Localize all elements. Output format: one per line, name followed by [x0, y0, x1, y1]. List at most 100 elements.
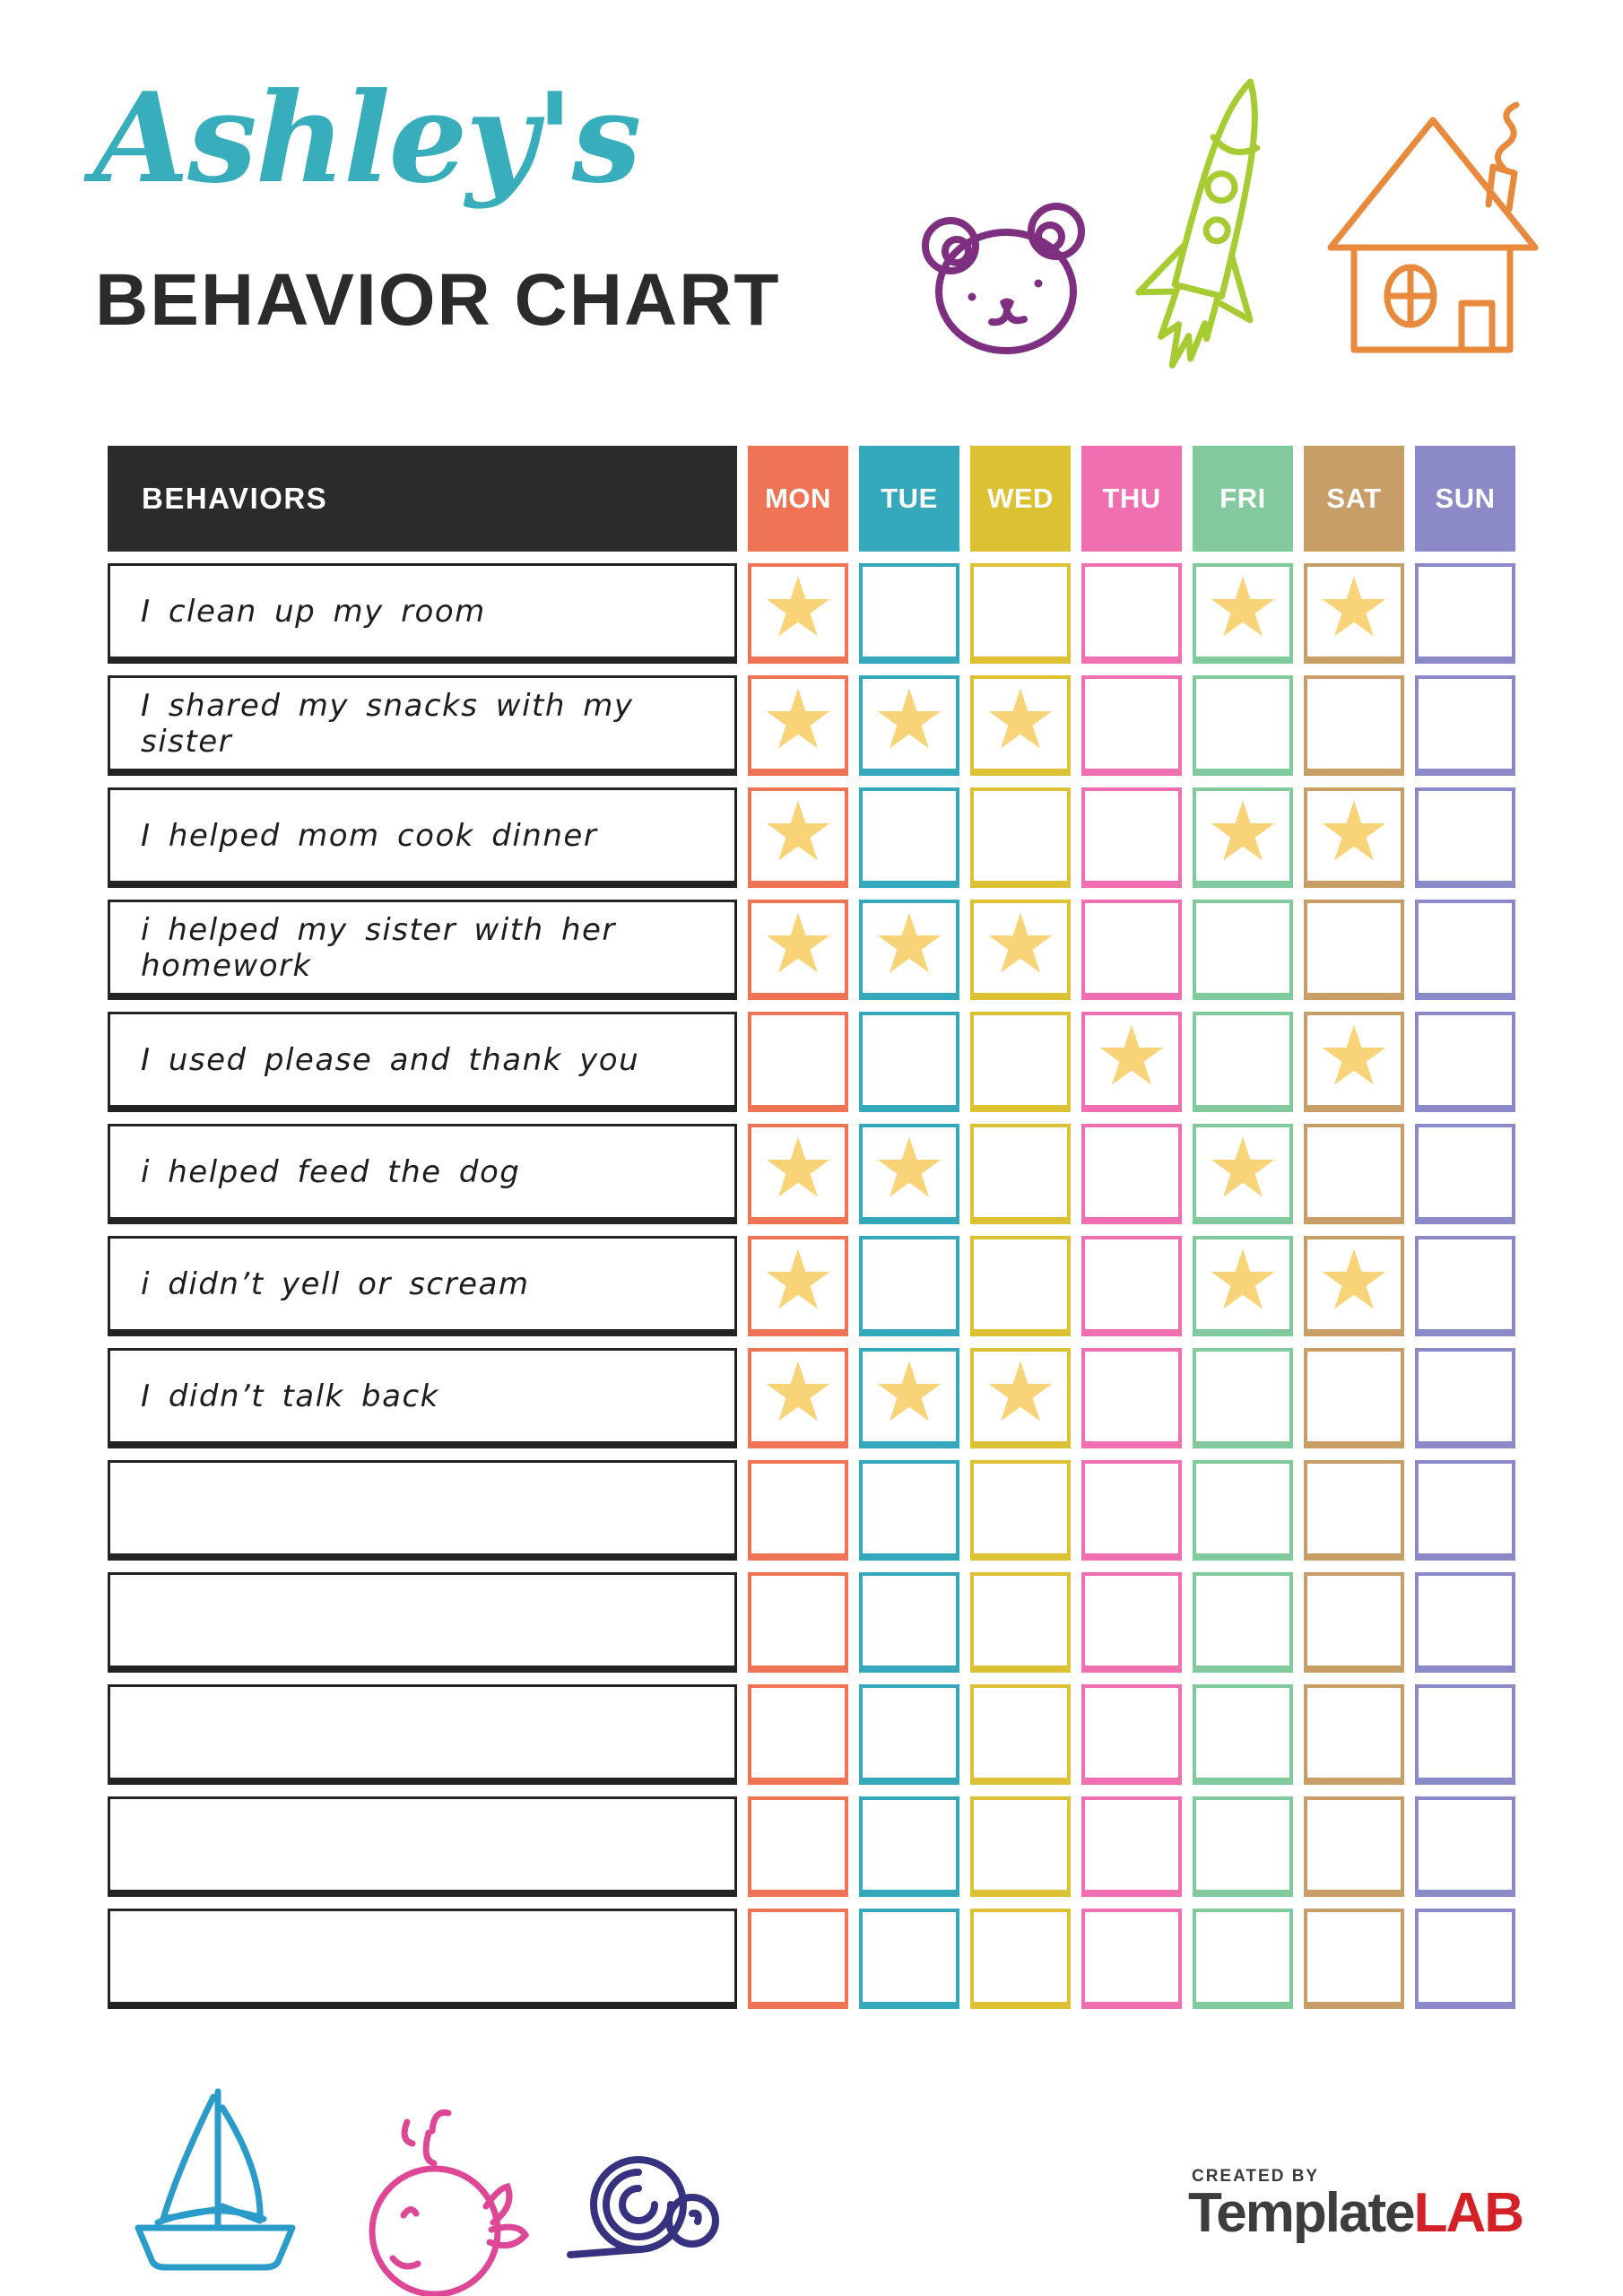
behavior-label: I used please and thank you [108, 1012, 737, 1112]
day-cell-sat[interactable] [1304, 675, 1404, 776]
day-cell-tue[interactable] [859, 1012, 959, 1112]
day-cell-tue[interactable] [859, 1909, 959, 2009]
day-cell-thu[interactable] [1081, 1572, 1182, 1673]
day-cell-thu[interactable] [1081, 1796, 1182, 1897]
day-cell-fri[interactable] [1193, 1348, 1293, 1448]
day-cell-mon[interactable]: ★ [748, 1124, 848, 1224]
day-cell-wed[interactable]: ★ [970, 675, 1071, 776]
day-cell-sun[interactable] [1415, 563, 1515, 664]
day-cell-thu[interactable] [1081, 1909, 1182, 2009]
day-cell-tue[interactable] [859, 1236, 959, 1336]
day-cell-sat[interactable]: ★ [1304, 563, 1404, 664]
day-cell-sat[interactable] [1304, 1460, 1404, 1561]
day-cell-sat[interactable] [1304, 1124, 1404, 1224]
day-cell-tue[interactable]: ★ [859, 1348, 959, 1448]
day-cell-sat[interactable] [1304, 1684, 1404, 1785]
day-cell-tue[interactable] [859, 787, 959, 888]
day-cell-mon[interactable] [748, 1460, 848, 1561]
day-cell-sat[interactable] [1304, 900, 1404, 1000]
day-cell-thu[interactable] [1081, 563, 1182, 664]
day-cell-fri[interactable]: ★ [1193, 787, 1293, 888]
behaviors-column-header: BEHAVIORS [108, 446, 737, 552]
day-cell-sun[interactable] [1415, 1460, 1515, 1561]
day-cell-wed[interactable] [970, 1012, 1071, 1112]
day-header-sun: SUN [1415, 446, 1515, 552]
day-cell-fri[interactable] [1193, 1460, 1293, 1561]
day-cell-thu[interactable]: ★ [1081, 1012, 1182, 1112]
day-cell-sun[interactable] [1415, 1909, 1515, 2009]
day-cell-fri[interactable] [1193, 1909, 1293, 2009]
day-cell-thu[interactable] [1081, 787, 1182, 888]
day-cell-fri[interactable]: ★ [1193, 1124, 1293, 1224]
day-cell-wed[interactable]: ★ [970, 1348, 1071, 1448]
day-cell-thu[interactable] [1081, 1236, 1182, 1336]
day-cell-tue[interactable] [859, 1572, 959, 1673]
day-cell-sun[interactable] [1415, 1684, 1515, 1785]
day-cell-mon[interactable]: ★ [748, 787, 848, 888]
star-icon: ★ [1316, 1232, 1392, 1328]
day-cell-fri[interactable] [1193, 1684, 1293, 1785]
behavior-row: I helped mom cook dinner ★ ★ ★ [108, 787, 1515, 888]
day-cell-fri[interactable] [1193, 900, 1293, 1000]
day-cell-thu[interactable] [1081, 675, 1182, 776]
day-cell-tue[interactable] [859, 563, 959, 664]
day-cell-thu[interactable] [1081, 900, 1182, 1000]
day-cell-sun[interactable] [1415, 675, 1515, 776]
day-cell-wed[interactable] [970, 1572, 1071, 1673]
day-cell-sat[interactable]: ★ [1304, 787, 1404, 888]
day-cell-sat[interactable] [1304, 1348, 1404, 1448]
day-cell-thu[interactable] [1081, 1348, 1182, 1448]
day-cell-sun[interactable] [1415, 1348, 1515, 1448]
day-cell-fri[interactable]: ★ [1193, 1236, 1293, 1336]
day-cell-sun[interactable] [1415, 900, 1515, 1000]
day-cell-mon[interactable]: ★ [748, 1236, 848, 1336]
day-cell-sun[interactable] [1415, 1012, 1515, 1112]
day-cell-wed[interactable] [970, 563, 1071, 664]
day-cell-wed[interactable] [970, 1460, 1071, 1561]
day-cell-sat[interactable] [1304, 1796, 1404, 1897]
day-cell-sat[interactable] [1304, 1909, 1404, 2009]
day-cell-wed[interactable] [970, 1124, 1071, 1224]
star-icon: ★ [1205, 1120, 1280, 1216]
day-cell-mon[interactable] [748, 1796, 848, 1897]
day-cell-thu[interactable] [1081, 1460, 1182, 1561]
day-cell-mon[interactable] [748, 1684, 848, 1785]
day-cell-sun[interactable] [1415, 1572, 1515, 1673]
day-cell-sun[interactable] [1415, 1796, 1515, 1897]
day-cell-fri[interactable] [1193, 1012, 1293, 1112]
star-icon: ★ [872, 1120, 947, 1216]
day-cell-tue[interactable] [859, 1684, 959, 1785]
day-cell-wed[interactable] [970, 1684, 1071, 1785]
day-cell-fri[interactable]: ★ [1193, 563, 1293, 664]
day-cell-wed[interactable] [970, 1909, 1071, 2009]
day-cell-tue[interactable]: ★ [859, 900, 959, 1000]
day-cell-wed[interactable] [970, 1236, 1071, 1336]
day-cell-sun[interactable] [1415, 1124, 1515, 1224]
day-cell-tue[interactable] [859, 1796, 959, 1897]
day-cell-tue[interactable]: ★ [859, 675, 959, 776]
day-cell-thu[interactable] [1081, 1124, 1182, 1224]
day-cell-tue[interactable]: ★ [859, 1124, 959, 1224]
day-cell-fri[interactable] [1193, 675, 1293, 776]
day-cell-tue[interactable] [859, 1460, 959, 1561]
behavior-label [108, 1572, 737, 1673]
day-cell-mon[interactable] [748, 1909, 848, 2009]
day-cell-wed[interactable] [970, 787, 1071, 888]
day-cell-mon[interactable]: ★ [748, 900, 848, 1000]
day-cell-thu[interactable] [1081, 1684, 1182, 1785]
day-cell-wed[interactable] [970, 1796, 1071, 1897]
day-cell-mon[interactable] [748, 1572, 848, 1673]
day-cell-mon[interactable]: ★ [748, 675, 848, 776]
day-cell-fri[interactable] [1193, 1572, 1293, 1673]
day-cell-mon[interactable] [748, 1012, 848, 1112]
day-cell-mon[interactable]: ★ [748, 1348, 848, 1448]
day-cell-sun[interactable] [1415, 787, 1515, 888]
day-cell-sat[interactable]: ★ [1304, 1012, 1404, 1112]
day-cell-mon[interactable]: ★ [748, 563, 848, 664]
day-cell-sat[interactable] [1304, 1572, 1404, 1673]
day-cell-fri[interactable] [1193, 1796, 1293, 1897]
day-cell-sun[interactable] [1415, 1236, 1515, 1336]
day-cell-wed[interactable]: ★ [970, 900, 1071, 1000]
day-cell-sat[interactable]: ★ [1304, 1236, 1404, 1336]
